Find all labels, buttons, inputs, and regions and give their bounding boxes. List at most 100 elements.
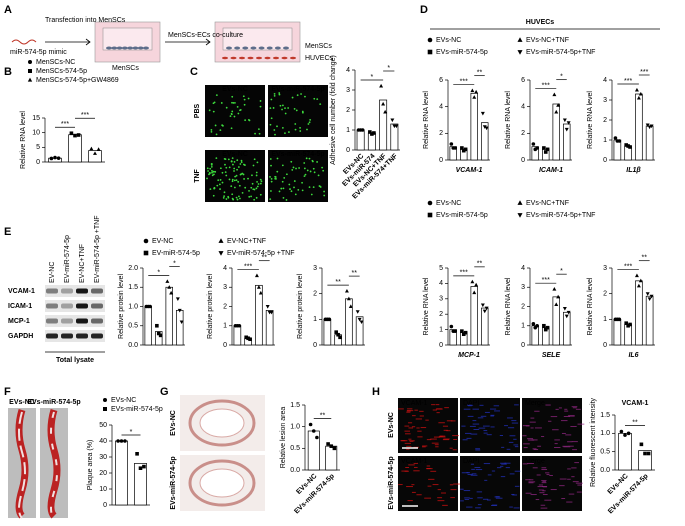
cell-dot: [240, 161, 243, 164]
signal: [438, 436, 446, 438]
signal: [467, 405, 472, 407]
signal: [404, 442, 411, 444]
cell-dot: [238, 184, 241, 187]
signal: [408, 440, 415, 442]
signal: [486, 434, 492, 436]
signal: [427, 485, 432, 487]
y-axis-label: Relative RNA level: [505, 91, 512, 149]
legend-label: EVs-NC: [111, 397, 136, 404]
data-point: [554, 302, 559, 307]
cell-dot: [293, 107, 296, 110]
cell-dot: [227, 158, 230, 161]
y-tick-label: 10: [99, 486, 107, 493]
legend-marker: [143, 238, 149, 244]
cell-dot: [274, 175, 277, 178]
cell-dot: [284, 132, 286, 135]
signal: [398, 484, 403, 486]
cell-dot: [281, 126, 284, 129]
blot-row: ICAM-1: [8, 303, 32, 310]
cell-dot: [228, 166, 231, 169]
micrograph: [205, 85, 265, 137]
cell-dot: [216, 184, 219, 187]
cell-dot: [251, 182, 254, 185]
data-point: [474, 89, 479, 94]
cell-dot: [213, 186, 216, 189]
signal: [577, 484, 582, 486]
band: [91, 303, 103, 309]
signal: [571, 441, 578, 443]
significance-label: ***: [542, 83, 550, 90]
blot-row: GAPDH: [8, 333, 33, 340]
signal: [406, 448, 410, 450]
cell: [111, 46, 118, 50]
cell-dot: [316, 161, 318, 163]
cell-dot: [236, 159, 239, 162]
cell-dot: [247, 177, 249, 180]
signal: [546, 474, 550, 476]
signal: [542, 481, 546, 483]
y-tick-label: 1: [439, 326, 443, 333]
cell-dot: [224, 163, 226, 166]
signal: [436, 408, 443, 410]
data-point: [123, 439, 127, 443]
signal: [572, 407, 577, 409]
signal: [532, 448, 537, 450]
cell: [273, 56, 279, 60]
panel-letter: D: [420, 4, 428, 16]
y-tick-label: 4: [521, 265, 525, 272]
x-axis-label: SELE: [542, 352, 561, 359]
data-point: [543, 150, 548, 154]
data-point: [394, 124, 399, 129]
cell-label: MenSCs: [112, 65, 139, 72]
signal: [483, 430, 488, 432]
signal: [562, 445, 568, 447]
signal: [529, 479, 534, 481]
y-tick-label: 3: [223, 284, 227, 291]
bar: [638, 450, 652, 471]
cell-dot: [227, 195, 230, 198]
cell-dot: [212, 170, 215, 173]
y-tick-label: 1.5: [290, 402, 300, 409]
signal: [436, 412, 440, 414]
data-point: [258, 290, 263, 295]
signal: [568, 493, 575, 495]
cell-dot: [298, 167, 300, 169]
signal: [513, 507, 520, 509]
band: [76, 333, 88, 339]
signal: [541, 467, 547, 469]
cell-dot: [270, 190, 272, 192]
cell-dot: [219, 188, 221, 190]
data-point: [461, 148, 466, 153]
y-axis-label: Relative RNA level: [587, 91, 594, 149]
cell-dot: [269, 158, 272, 160]
data-point: [311, 429, 316, 433]
signal: [572, 449, 577, 451]
signal: [477, 504, 482, 506]
cell-dot: [242, 95, 245, 98]
signal: [411, 484, 415, 486]
signal: [471, 468, 475, 470]
band: [46, 318, 58, 324]
signal: [406, 486, 413, 488]
signal: [450, 497, 455, 499]
band: [61, 303, 73, 309]
legend-marker: [517, 200, 523, 205]
y-tick-label: 40: [99, 438, 107, 445]
cell-dot: [234, 101, 236, 104]
signal: [511, 420, 517, 422]
channel-label: VCAM-1: [401, 458, 428, 465]
signal: [550, 416, 558, 418]
signal: [491, 470, 496, 472]
legend-label: EVs-miR-574-5p+TNF: [526, 212, 595, 219]
signal: [509, 435, 516, 437]
blot-column: EV-miR-574-5p +TNF: [94, 216, 101, 284]
y-tick-label: 0: [103, 502, 107, 509]
data-point: [639, 442, 644, 447]
data-point: [531, 142, 536, 146]
cell-dot: [231, 178, 234, 181]
y-axis-label: Relative RNA level: [20, 111, 27, 169]
data-point: [638, 91, 643, 96]
cell-dot: [294, 123, 297, 125]
cell-dot: [233, 161, 236, 163]
signal: [412, 415, 416, 417]
